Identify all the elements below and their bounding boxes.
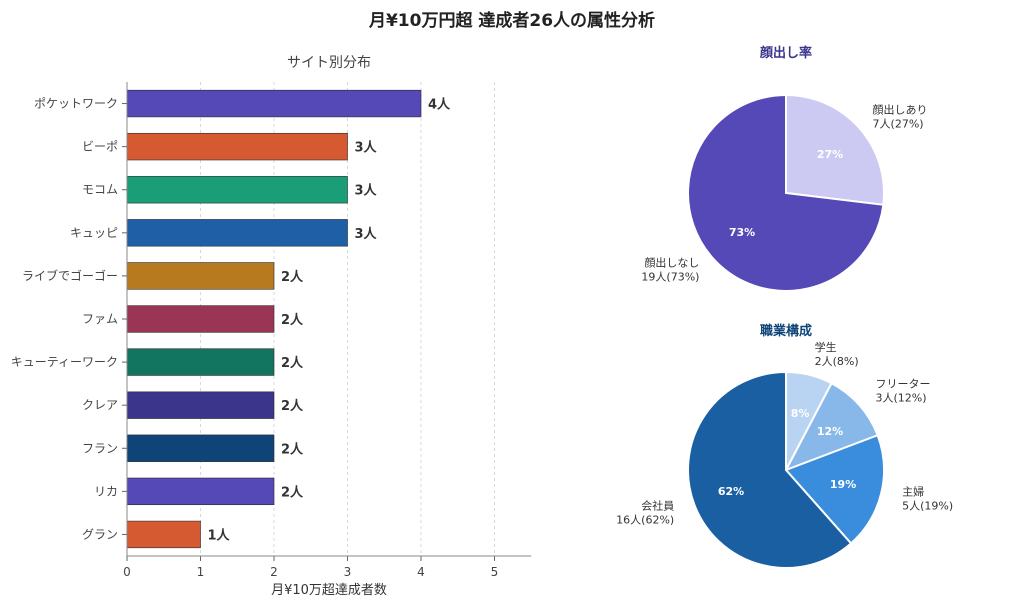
bar-value-label: 2人 (281, 355, 304, 371)
pie-slice (785, 93, 885, 206)
pie-slice-label: 顔出しあり (873, 102, 928, 116)
bar (126, 477, 275, 506)
pie-slice (687, 370, 853, 569)
face-pie-title: 顔出し率 (759, 45, 812, 61)
bar-value-label: 4人 (428, 97, 451, 113)
pie-slice-detail: 5人(19%) (902, 500, 953, 513)
pie-percent-label: 8% (791, 407, 810, 420)
bar (126, 434, 275, 462)
bar-chart-xlabel: 月¥10万超達成者数 (271, 583, 387, 598)
pie-percent-label: 73% (729, 226, 755, 239)
pie-slice (784, 433, 885, 545)
category-label: リカ (94, 484, 118, 498)
bar-chart-title: サイト別分布 (287, 55, 371, 71)
bar-value-label: 1人 (208, 527, 231, 543)
bar-chart: サイト別分布 4人 3人 3人 3人 2人 2人 2人 2人 2人 2人 1人 0 1 2 3 4 5 ポケット… (11, 55, 532, 598)
x-tick-label: 0 (123, 565, 131, 579)
x-tick-label: 5 (491, 565, 499, 579)
pie-percent-label: 27% (817, 148, 843, 161)
category-label: ライブでゴーゴー (22, 268, 118, 283)
bar (126, 305, 275, 333)
bar-value-label: 2人 (281, 441, 304, 457)
category-label: ビーポ (82, 140, 118, 154)
category-label: フラン (82, 441, 118, 455)
bar-value-label: 2人 (281, 484, 304, 500)
bar-value-label: 2人 (281, 312, 304, 328)
pie-slice-label: 主婦 (902, 485, 924, 499)
x-tick-label: 3 (344, 565, 352, 579)
pie-percent-label: 62% (718, 485, 744, 498)
bar-value-label: 3人 (355, 140, 378, 156)
pie-slice-detail: 3人(12%) (875, 392, 926, 405)
pie-slice (687, 93, 885, 292)
bar (126, 132, 348, 161)
category-label: ファム (82, 312, 118, 326)
pie-percent-label: 12% (817, 425, 843, 438)
pie-percent-label: 19% (830, 478, 856, 491)
pie-slice-detail: 2人(8%) (815, 355, 859, 368)
bar (126, 176, 348, 204)
job-pie-title: 職業構成 (760, 323, 812, 339)
bar-value-label: 2人 (281, 398, 304, 414)
category-label: グラン (82, 527, 118, 541)
category-label: キュッピ (70, 226, 118, 240)
bar-value-label: 3人 (355, 183, 378, 199)
pie-slice-detail: 7人(27%) (873, 117, 924, 130)
bar (126, 219, 348, 247)
pie-slice-detail: 19人(73%) (641, 271, 699, 284)
category-label: ポケットワーク (34, 97, 118, 111)
category-label: キューティーワーク (11, 355, 118, 369)
figure-title: 月¥10万円超 達成者26人の属性分析 (368, 11, 656, 31)
bar (126, 391, 275, 419)
pie-slice-label: 顔出しなし (644, 256, 699, 270)
category-label: モコム (82, 183, 118, 197)
bar-value-label: 2人 (281, 269, 304, 285)
category-label: クレア (82, 398, 118, 412)
x-tick-label: 4 (417, 565, 425, 579)
bar (126, 262, 275, 290)
pie-slice-label: 会社員 (641, 498, 674, 512)
x-tick-label: 1 (197, 565, 205, 579)
pie-slice (783, 381, 879, 472)
pie-slice-label: 学生 (815, 340, 837, 354)
pie-slice-label: フリーター (875, 378, 930, 391)
pie-slice-detail: 16人(62%) (616, 513, 674, 526)
bar (126, 89, 422, 118)
bar (126, 520, 201, 549)
bar (126, 348, 275, 376)
x-tick-label: 2 (270, 565, 278, 579)
bar-value-label: 3人 (355, 226, 378, 242)
